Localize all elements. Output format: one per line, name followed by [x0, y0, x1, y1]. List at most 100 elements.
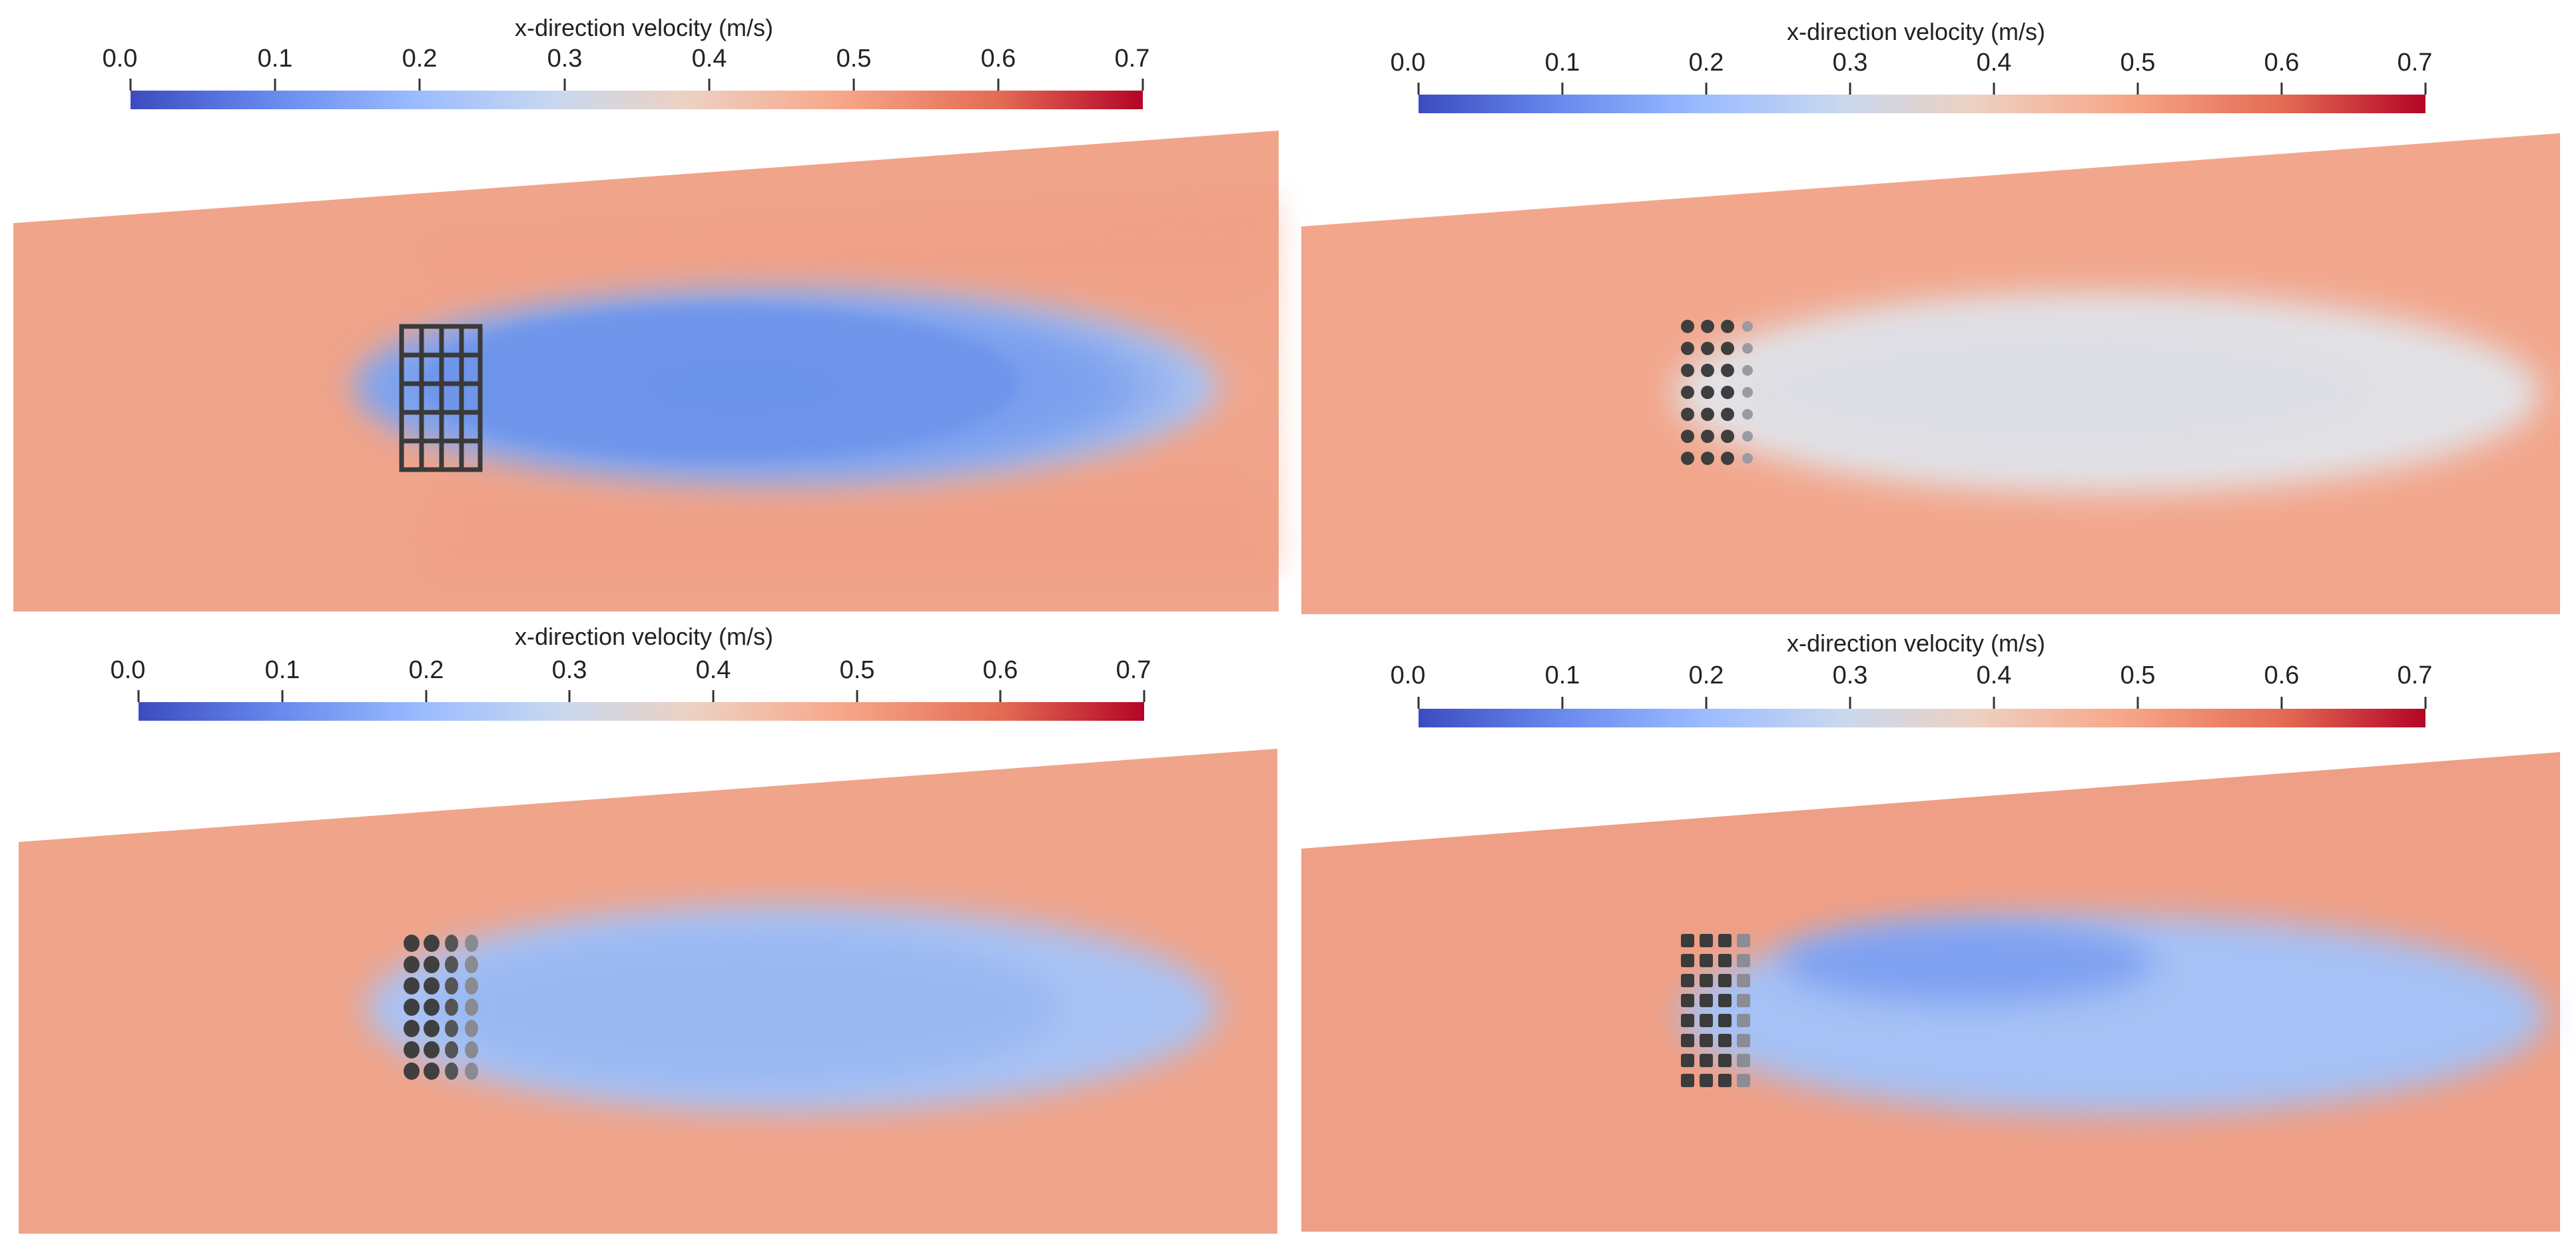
disc: [445, 1062, 458, 1080]
sphere: [1721, 430, 1734, 443]
disc: [445, 999, 458, 1016]
tick-label: 0.6: [2264, 49, 2300, 77]
tick-label: 0.3: [547, 45, 583, 73]
cube: [1718, 994, 1732, 1007]
cube: [1681, 974, 1694, 987]
sphere: [1701, 452, 1714, 465]
disc: [424, 956, 440, 973]
disc: [445, 977, 458, 995]
tick-label: 0.4: [692, 45, 727, 73]
tick-label: 0.7: [2398, 661, 2433, 689]
cube: [1718, 1074, 1732, 1087]
sphere: [1721, 320, 1734, 333]
disc: [424, 999, 440, 1016]
disc: [404, 1020, 420, 1037]
disc: [465, 1020, 478, 1037]
disc: [424, 935, 440, 952]
disc: [445, 1041, 458, 1058]
panel-svg: x-direction velocity (m/s) 0.0 0.1 0.2 0…: [19, 623, 1277, 1234]
tick-label: 0.0: [111, 656, 146, 684]
obstacle-cubes: [1681, 934, 1750, 1087]
sphere: [1681, 386, 1694, 399]
tick-label: 0.3: [1833, 661, 1868, 689]
disc: [465, 977, 478, 995]
cube: [1681, 994, 1694, 1007]
cube: [1737, 934, 1750, 947]
colorbar-ticks: [129, 79, 1144, 91]
disc: [445, 956, 458, 973]
panel-bottom-left: x-direction velocity (m/s) 0.0 0.1 0.2 0…: [0, 622, 1288, 1244]
sphere: [1742, 387, 1753, 398]
cube: [1737, 994, 1750, 1007]
sphere: [1701, 320, 1714, 333]
colorbar-title: x-direction velocity (m/s): [1787, 18, 2045, 45]
cube: [1737, 1054, 1750, 1067]
tick-label: 0.2: [409, 656, 444, 684]
sphere: [1701, 430, 1714, 443]
tick-label: 0.7: [2398, 49, 2433, 77]
sphere: [1681, 364, 1694, 377]
sphere: [1681, 320, 1694, 333]
cube: [1681, 934, 1694, 947]
panel-bottom-right: x-direction velocity (m/s) 0.0 0.1 0.2 0…: [1288, 622, 2576, 1244]
cube: [1700, 1074, 1713, 1087]
colorbar-title: x-direction velocity (m/s): [515, 623, 773, 650]
cube: [1718, 934, 1732, 947]
cube: [1700, 1054, 1713, 1067]
tick-label: 0.1: [1545, 661, 1580, 689]
disc: [465, 1041, 478, 1058]
tick-label: 0.3: [1833, 49, 1868, 77]
panel-top-right: x-direction velocity (m/s) 0.0 0.1 0.2 0…: [1288, 0, 2576, 622]
tick-label: 0.4: [1977, 49, 2012, 77]
tick-label: 0.2: [402, 45, 438, 73]
panel-svg: x-direction velocity (m/s) 0.0 0.1 0.2 0…: [1301, 629, 2560, 1232]
cube: [1700, 1014, 1713, 1027]
colorbar-ticks: [1417, 697, 2427, 709]
cube: [1718, 974, 1732, 987]
disc: [404, 999, 420, 1016]
tick-label: 0.1: [258, 45, 293, 73]
colorbar-title: x-direction velocity (m/s): [515, 14, 773, 41]
tick-label: 0.4: [1977, 661, 2012, 689]
cube: [1700, 994, 1713, 1007]
sphere: [1742, 431, 1753, 442]
cube: [1681, 1034, 1694, 1047]
cube: [1718, 1014, 1732, 1027]
disc: [404, 956, 420, 973]
cube: [1700, 934, 1713, 947]
tick-label: 0.2: [1689, 661, 1724, 689]
cube: [1718, 1054, 1732, 1067]
disc: [404, 1062, 420, 1080]
tick-label: 0.6: [981, 45, 1016, 73]
sphere: [1721, 408, 1734, 421]
colorbar: [1419, 95, 2425, 113]
sphere: [1721, 342, 1734, 355]
wake-core: [433, 929, 1059, 1086]
tick-label: 0.0: [1391, 49, 1426, 77]
cube: [1718, 1034, 1732, 1047]
sphere: [1721, 452, 1734, 465]
cube: [1700, 954, 1713, 967]
wake-core: [1741, 316, 2380, 463]
tick-label: 0.6: [2264, 661, 2300, 689]
tick-label: 0.1: [265, 656, 300, 684]
colorbar: [131, 91, 1143, 109]
disc: [465, 935, 478, 952]
sphere: [1742, 365, 1753, 376]
disc: [465, 956, 478, 973]
sphere: [1742, 343, 1753, 354]
tick-label: 0.1: [1545, 49, 1580, 77]
cube: [1737, 954, 1750, 967]
sphere: [1742, 321, 1753, 332]
tick-label: 0.2: [1689, 49, 1724, 77]
disc: [404, 977, 420, 995]
cube: [1700, 1034, 1713, 1047]
disc: [445, 935, 458, 952]
disc: [424, 1020, 440, 1037]
cube: [1681, 1074, 1694, 1087]
sphere: [1681, 430, 1694, 443]
disc: [404, 1041, 420, 1058]
obstacle-discs: [404, 935, 478, 1080]
obstacle-grid: [399, 324, 483, 472]
tick-label: 0.6: [983, 656, 1018, 684]
